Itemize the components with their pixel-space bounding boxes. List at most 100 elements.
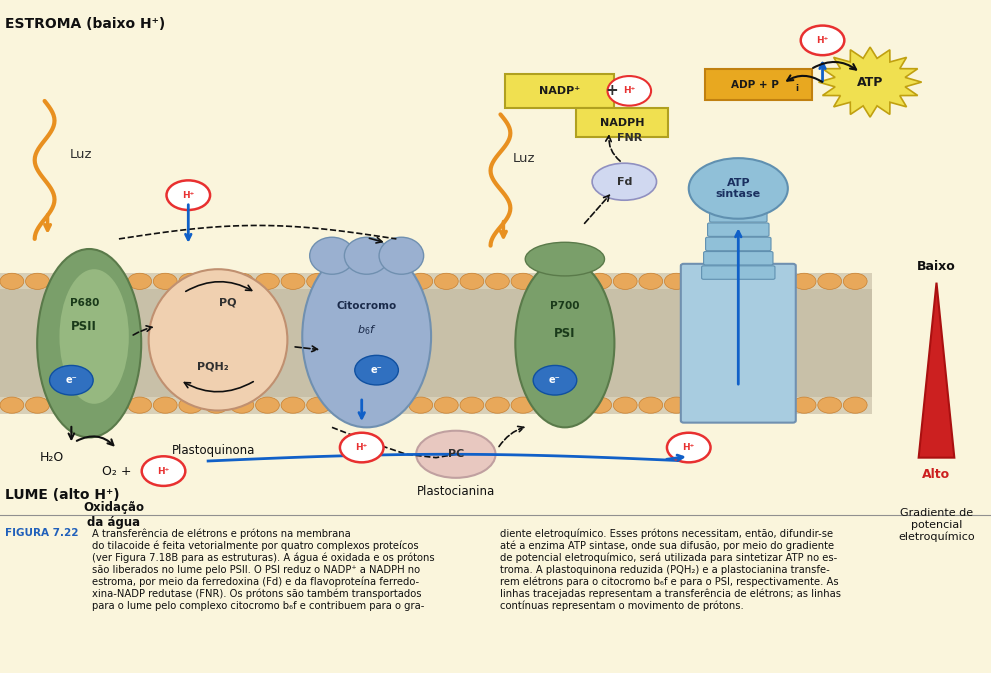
Circle shape <box>52 273 75 289</box>
Text: e⁻: e⁻ <box>549 376 561 385</box>
Text: ATP: ATP <box>857 75 883 89</box>
Circle shape <box>340 433 384 462</box>
Circle shape <box>128 397 152 413</box>
Circle shape <box>434 397 458 413</box>
Text: ATP
sintase: ATP sintase <box>716 178 761 199</box>
FancyBboxPatch shape <box>0 273 872 414</box>
Circle shape <box>690 397 714 413</box>
Text: +: + <box>606 83 617 98</box>
Text: PQH₂: PQH₂ <box>197 362 229 371</box>
Circle shape <box>818 273 841 289</box>
FancyBboxPatch shape <box>705 69 812 100</box>
FancyBboxPatch shape <box>702 266 775 279</box>
Text: H₂O: H₂O <box>40 451 63 464</box>
FancyBboxPatch shape <box>681 264 796 423</box>
Circle shape <box>792 397 816 413</box>
Circle shape <box>358 397 382 413</box>
Text: FIGURA 7.22: FIGURA 7.22 <box>5 528 78 538</box>
Text: PC: PC <box>448 450 464 459</box>
Circle shape <box>588 397 611 413</box>
Text: i: i <box>795 83 799 93</box>
Text: e⁻: e⁻ <box>371 365 383 375</box>
Circle shape <box>230 273 254 289</box>
Circle shape <box>384 397 407 413</box>
Circle shape <box>204 397 228 413</box>
Ellipse shape <box>379 238 424 275</box>
Circle shape <box>384 273 407 289</box>
Circle shape <box>537 397 561 413</box>
Text: PQ: PQ <box>219 298 237 308</box>
Circle shape <box>613 397 637 413</box>
Circle shape <box>607 76 651 106</box>
Text: Gradiente de
potencial
eletroquímico: Gradiente de potencial eletroquímico <box>898 508 975 542</box>
Text: Baixo: Baixo <box>917 260 956 273</box>
Circle shape <box>332 397 356 413</box>
FancyBboxPatch shape <box>710 209 767 222</box>
Circle shape <box>460 397 484 413</box>
Circle shape <box>843 273 867 289</box>
Circle shape <box>562 397 586 413</box>
Circle shape <box>409 273 433 289</box>
Polygon shape <box>819 47 922 117</box>
Text: PSII: PSII <box>71 320 97 333</box>
FancyBboxPatch shape <box>704 252 773 265</box>
Ellipse shape <box>593 164 656 201</box>
Circle shape <box>667 433 711 462</box>
Ellipse shape <box>416 431 496 478</box>
Circle shape <box>76 273 100 289</box>
Circle shape <box>486 273 509 289</box>
Ellipse shape <box>38 249 142 437</box>
Text: ESTROMA (baixo H⁺): ESTROMA (baixo H⁺) <box>5 17 165 30</box>
Text: Alto: Alto <box>923 468 950 481</box>
Text: NADP⁺: NADP⁺ <box>539 86 581 96</box>
Circle shape <box>204 273 228 289</box>
Circle shape <box>664 273 688 289</box>
Circle shape <box>26 273 50 289</box>
Circle shape <box>102 273 126 289</box>
Circle shape <box>639 273 663 289</box>
Circle shape <box>511 273 535 289</box>
Text: Plastocianina: Plastocianina <box>417 485 495 498</box>
Text: O₂ +: O₂ + <box>102 464 132 478</box>
Text: P700: P700 <box>550 302 580 311</box>
Circle shape <box>639 397 663 413</box>
Circle shape <box>355 355 398 385</box>
FancyBboxPatch shape <box>708 223 769 236</box>
Text: Fd: Fd <box>616 177 632 186</box>
Ellipse shape <box>149 269 287 411</box>
Ellipse shape <box>309 238 355 275</box>
Circle shape <box>588 273 611 289</box>
Text: Luz: Luz <box>69 148 92 162</box>
Circle shape <box>533 365 577 395</box>
Ellipse shape <box>345 238 388 275</box>
Polygon shape <box>919 283 954 458</box>
Ellipse shape <box>59 269 129 404</box>
Circle shape <box>537 273 561 289</box>
Text: Citocromo: Citocromo <box>337 302 396 311</box>
Circle shape <box>511 397 535 413</box>
Circle shape <box>358 273 382 289</box>
Ellipse shape <box>515 259 614 427</box>
Circle shape <box>128 273 152 289</box>
Circle shape <box>716 397 739 413</box>
Text: H⁺: H⁺ <box>356 443 368 452</box>
Text: H⁺: H⁺ <box>158 466 169 476</box>
FancyBboxPatch shape <box>505 74 614 108</box>
Text: A transferência de elétrons e prótons na membrana
do tilacoide é feita vetorialm: A transferência de elétrons e prótons na… <box>92 528 435 611</box>
Text: NADPH: NADPH <box>601 118 644 128</box>
Circle shape <box>50 365 93 395</box>
FancyBboxPatch shape <box>706 238 771 251</box>
Circle shape <box>486 397 509 413</box>
Circle shape <box>562 273 586 289</box>
Ellipse shape <box>689 158 788 219</box>
Text: H⁺: H⁺ <box>182 190 194 200</box>
Circle shape <box>230 397 254 413</box>
Circle shape <box>154 397 177 413</box>
Text: ADP + P: ADP + P <box>731 80 779 90</box>
Circle shape <box>179 397 203 413</box>
Circle shape <box>256 273 279 289</box>
Circle shape <box>434 273 458 289</box>
Circle shape <box>332 273 356 289</box>
Text: PSI: PSI <box>554 326 576 340</box>
Text: P680: P680 <box>69 298 99 308</box>
